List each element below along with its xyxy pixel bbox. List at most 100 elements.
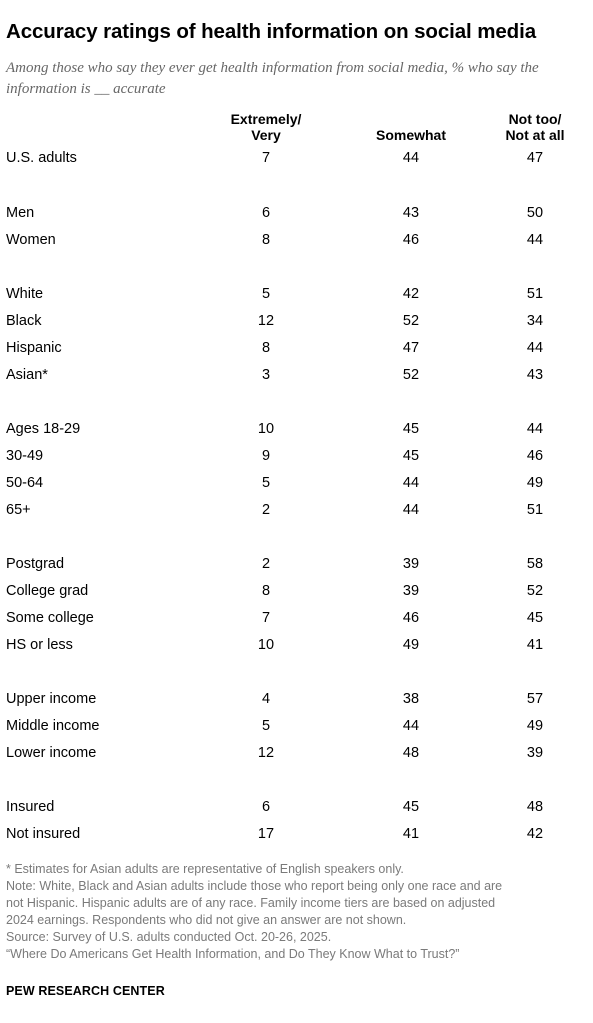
table-row: Hispanic 8 47 44 (0, 338, 593, 358)
value-cell: 12 (257, 745, 275, 761)
value-cell: 2 (261, 502, 271, 518)
value-cell: 44 (526, 421, 544, 437)
value-cell: 38 (402, 691, 420, 707)
value-cell: 10 (257, 637, 275, 653)
row-label: 30-49 (6, 448, 44, 464)
row-label: Upper income (6, 691, 97, 707)
value-cell: 45 (526, 610, 544, 626)
value-cell: 44 (402, 502, 420, 518)
value-cell: 7 (261, 610, 271, 626)
value-cell: 48 (526, 799, 544, 815)
row-label: Black (6, 313, 42, 329)
column-header-line: Extremely/ (230, 111, 302, 127)
value-cell: 44 (526, 340, 544, 356)
table-row: Upper income 4 38 57 (0, 689, 593, 709)
value-cell: 44 (402, 150, 420, 166)
value-cell: 6 (261, 205, 271, 221)
column-header-somewhat: Somewhat (361, 127, 461, 144)
value-cell: 12 (257, 313, 275, 329)
footnotes: * Estimates for Asian adults are represe… (6, 861, 590, 963)
value-cell: 44 (402, 475, 420, 491)
pew-research-center-logo: PEW RESEARCH CENTER (6, 984, 165, 998)
value-cell: 42 (402, 286, 420, 302)
value-cell: 5 (261, 286, 271, 302)
column-header-line: Somewhat (375, 127, 446, 143)
value-cell: 42 (526, 826, 544, 842)
row-label: Men (6, 205, 35, 221)
value-cell: 51 (526, 502, 544, 518)
value-cell: 46 (402, 232, 420, 248)
row-label: 50-64 (6, 475, 44, 491)
value-cell: 9 (261, 448, 271, 464)
row-label: U.S. adults (6, 150, 77, 166)
value-cell: 44 (526, 232, 544, 248)
row-label: Insured (6, 799, 55, 815)
table-row: Not insured 17 41 42 (0, 824, 593, 844)
value-cell: 7 (261, 150, 271, 166)
value-cell: 45 (402, 448, 420, 464)
footnote-line: Note: White, Black and Asian adults incl… (6, 879, 503, 893)
row-label: Women (6, 232, 56, 248)
value-cell: 34 (526, 313, 544, 329)
value-cell: 52 (402, 313, 420, 329)
value-cell: 45 (402, 799, 420, 815)
value-cell: 49 (526, 475, 544, 491)
table-row: White 5 42 51 (0, 284, 593, 304)
table-row: Women 8 46 44 (0, 230, 593, 250)
table-row: Middle income 5 44 49 (0, 716, 593, 736)
value-cell: 8 (261, 583, 271, 599)
value-cell: 8 (261, 232, 271, 248)
table-row: HS or less 10 49 41 (0, 635, 593, 655)
column-header-line: Not too/ (508, 111, 562, 127)
value-cell: 41 (526, 637, 544, 653)
table-row: Some college 7 46 45 (0, 608, 593, 628)
row-label: Some college (6, 610, 94, 626)
table-row: Postgrad 2 39 58 (0, 554, 593, 574)
footnote-line: “Where Do Americans Get Health Informati… (6, 947, 460, 961)
value-cell: 5 (261, 718, 271, 734)
value-cell: 44 (402, 718, 420, 734)
value-cell: 52 (526, 583, 544, 599)
table-row: 50-64 5 44 49 (0, 473, 593, 493)
value-cell: 49 (402, 637, 420, 653)
row-label: HS or less (6, 637, 73, 653)
row-label: Postgrad (6, 556, 65, 572)
value-cell: 43 (402, 205, 420, 221)
column-header-line: Not at all (505, 126, 565, 143)
value-cell: 17 (257, 826, 275, 842)
value-cell: 46 (402, 610, 420, 626)
footnote-line: 2024 earnings. Respondents who did not g… (6, 913, 407, 927)
value-cell: 6 (261, 799, 271, 815)
table-row: Men 6 43 50 (0, 203, 593, 223)
table-row: Black 12 52 34 (0, 311, 593, 331)
row-label: Ages 18-29 (6, 421, 81, 437)
row-label: Asian* (6, 367, 48, 383)
value-cell: 39 (402, 583, 420, 599)
value-cell: 50 (526, 205, 544, 221)
footnote-line: * Estimates for Asian adults are represe… (6, 862, 404, 876)
column-header-line: Very (251, 126, 281, 143)
chart-subtitle: Among those who say they ever get health… (6, 60, 539, 97)
row-label: Lower income (6, 745, 97, 761)
chart-title: Accuracy ratings of health information o… (6, 20, 536, 43)
table-row: U.S. adults 7 44 47 (0, 148, 593, 168)
row-label: Hispanic (6, 340, 62, 356)
footnote-line: Source: Survey of U.S. adults conducted … (6, 930, 332, 944)
value-cell: 48 (402, 745, 420, 761)
value-cell: 10 (257, 421, 275, 437)
table-row: Insured 6 45 48 (0, 797, 593, 817)
value-cell: 51 (526, 286, 544, 302)
value-cell: 43 (526, 367, 544, 383)
value-cell: 8 (261, 340, 271, 356)
table-row: Asian* 3 52 43 (0, 365, 593, 385)
column-header-extremely-very: Extremely/ Very (216, 111, 316, 143)
value-cell: 47 (402, 340, 420, 356)
value-cell: 52 (402, 367, 420, 383)
value-cell: 5 (261, 475, 271, 491)
table-row: 30-49 9 45 46 (0, 446, 593, 466)
value-cell: 39 (402, 556, 420, 572)
row-label: Not insured (6, 826, 81, 842)
value-cell: 41 (402, 826, 420, 842)
table-row: Lower income 12 48 39 (0, 743, 593, 763)
row-label: Middle income (6, 718, 100, 734)
